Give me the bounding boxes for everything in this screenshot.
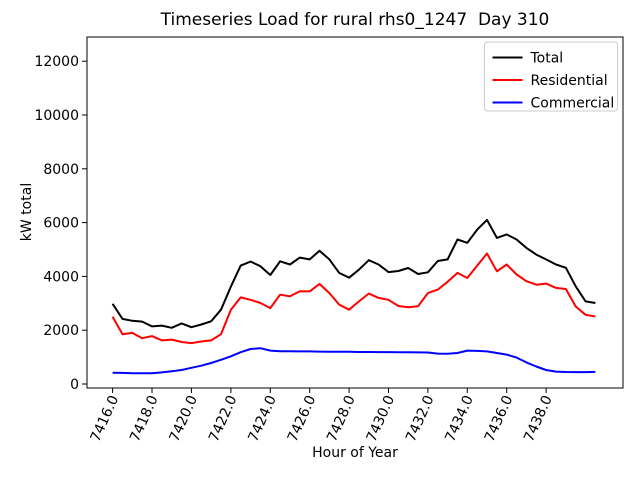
x-axis-label: Hour of Year bbox=[312, 445, 398, 461]
legend-label-commercial: Commercial bbox=[531, 96, 615, 112]
series-line-total bbox=[111, 218, 596, 329]
legend-box bbox=[484, 41, 618, 112]
y-tick-label: 8000 bbox=[43, 162, 79, 178]
y-tick-label: 10000 bbox=[34, 108, 79, 124]
series-line-commercial bbox=[112, 347, 596, 375]
y-tick-label: 4000 bbox=[43, 269, 79, 285]
axes-spines bbox=[86, 36, 624, 389]
chart-title: Timeseries Load for rural rhs0_1247 Day … bbox=[160, 10, 550, 30]
y-tick-label: 0 bbox=[70, 377, 79, 393]
legend-label-total: Total bbox=[530, 51, 564, 67]
legend-label-residential: Residential bbox=[531, 73, 608, 89]
series-line-residential bbox=[111, 252, 596, 345]
y-axis-label: kW total bbox=[19, 183, 35, 241]
legend: Total Residential Commercial bbox=[484, 41, 618, 112]
y-tick-label: 6000 bbox=[43, 216, 79, 232]
y-tick-label: 2000 bbox=[43, 323, 79, 339]
y-tick-label: 12000 bbox=[34, 54, 79, 70]
